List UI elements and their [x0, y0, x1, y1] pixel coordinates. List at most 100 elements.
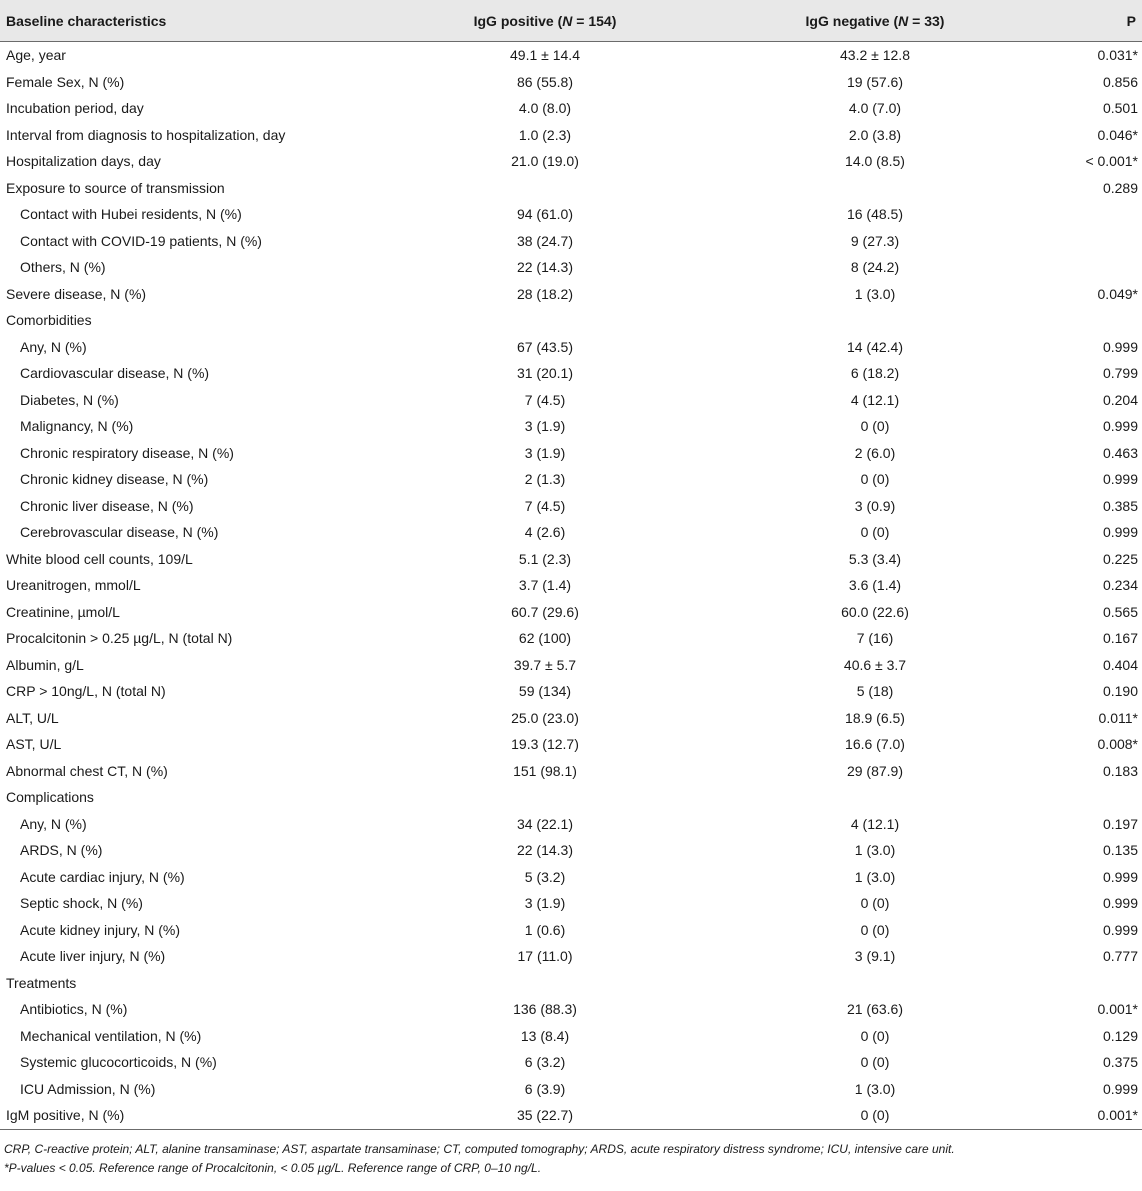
igg-positive-value: 6 (3.9) [524, 1080, 566, 1097]
igg-positive-value: 25.0 (23.0) [511, 709, 579, 726]
igg-negative-value: 60.0 (22.6) [841, 603, 909, 620]
table-footnotes: CRP, C-reactive protein; ALT, alanine tr… [0, 1130, 1142, 1178]
igg-negative-value: 19 (57.6) [846, 73, 904, 90]
table-row: Severe disease, N (%) 28 (18.2) 1 (3.0) 0.0… [0, 281, 1142, 308]
table-row: Diabetes, N (%) 7 (4.5) 4 (12.1) 0.204 [0, 387, 1142, 414]
p-value: 0.001* [1040, 1102, 1142, 1130]
igg-negative-value: 9 (27.3) [850, 232, 900, 249]
header-igg-positive: IgG positive (N = 154) [380, 0, 710, 42]
table-row: Others, N (%) 22 (14.3) 8 (24.2) [0, 254, 1142, 281]
table-row: Complications [0, 784, 1142, 811]
table-row: CRP > 10ng/L, N (total N) 59 (134) 5 (18) 0… [0, 678, 1142, 705]
row-label: Any, N (%) [20, 338, 87, 355]
igg-negative-value: 18.9 (6.5) [845, 709, 905, 726]
p-value [1040, 228, 1142, 255]
igg-positive-value [380, 175, 710, 202]
row-label: Age, year [6, 47, 66, 63]
p-value [1040, 784, 1142, 811]
p-value: 0.999 [1102, 418, 1138, 434]
p-value [1040, 970, 1142, 997]
header-p-value: P [1040, 0, 1142, 42]
table-row: White blood cell counts, 109/L 5.1 (2.3) 5… [0, 546, 1142, 573]
row-label: Complications [6, 789, 94, 805]
p-value: 0.999 [1102, 524, 1138, 540]
table-row: Age, year 49.1 ± 14.4 43.2 ± 12.8 0.031* [0, 42, 1142, 69]
igg-negative-value: 0 (0) [860, 895, 890, 911]
row-label: Contact with COVID-19 patients, N (%) [20, 232, 262, 249]
igg-negative-value: 3.6 (1.4) [848, 577, 902, 593]
igg-negative-value: 1 (3.0) [854, 285, 896, 302]
table-row: AST, U/L 19.3 (12.7) 16.6 (7.0) 0.008* [0, 731, 1142, 758]
igg-negative-value: 43.2 ± 12.8 [840, 47, 910, 63]
igg-positive-value: 2 (1.3) [524, 471, 566, 487]
header-igg-negative-n: N [898, 12, 909, 29]
table-row: Procalcitonin > 0.25 µg/L, N (total N) 62… [0, 625, 1142, 652]
p-value: 0.385 [1102, 497, 1138, 514]
row-label: AST, U/L [6, 736, 62, 752]
table-row: Chronic kidney disease, N (%) 2 (1.3) 0 (0… [0, 466, 1142, 493]
igg-positive-value: 60.7 (29.6) [511, 603, 579, 620]
igg-positive-value: 17 (11.0) [517, 948, 573, 964]
p-value: 0.375 [1102, 1054, 1138, 1070]
p-value: 0.190 [1102, 683, 1138, 699]
table-row: ICU Admission, N (%) 6 (3.9) 1 (3.0) 0.999 [0, 1076, 1142, 1103]
table-row: Septic shock, N (%) 3 (1.9) 0 (0) 0.999 [0, 890, 1142, 917]
igg-positive-value: 21.0 (19.0) [511, 153, 579, 169]
igg-negative-value: 21 (63.6) [846, 1001, 904, 1017]
igg-negative-value: 14 (42.4) [846, 338, 904, 355]
row-label: Malignancy, N (%) [20, 418, 134, 434]
igg-negative-value: 0 (0) [860, 418, 890, 434]
row-label: Acute cardiac injury, N (%) [20, 868, 185, 885]
igg-negative-value: 8 (24.2) [850, 259, 900, 275]
row-label: ICU Admission, N (%) [20, 1080, 156, 1097]
igg-negative-value: 4 (12.1) [850, 391, 900, 408]
igg-negative-value: 3 (0.9) [854, 497, 896, 514]
igg-positive-value: 86 (55.8) [516, 73, 574, 90]
table-row: IgM positive, N (%) 35 (22.7) 0 (0) 0.001* [0, 1102, 1142, 1130]
p-value: 0.204 [1102, 391, 1138, 408]
p-value: 0.777 [1102, 948, 1138, 964]
table-row: Chronic respiratory disease, N (%) 3 (1.9… [0, 440, 1142, 467]
table-row: Albumin, g/L 39.7 ± 5.7 40.6 ± 3.7 0.404 [0, 652, 1142, 679]
p-value: 0.011* [1098, 709, 1138, 726]
igg-negative-value: 5.3 (3.4) [848, 550, 902, 567]
baseline-characteristics-table: Baseline characteristics IgG positive (N… [0, 0, 1142, 1130]
p-value: 0.225 [1102, 550, 1138, 567]
igg-negative-value: 3 (9.1) [854, 948, 896, 964]
table-row: Ureanitrogen, mmol/L 3.7 (1.4) 3.6 (1.4) 0.… [0, 572, 1142, 599]
igg-negative-value: 16 (48.5) [846, 206, 904, 222]
p-value: 0.999 [1102, 338, 1138, 355]
igg-positive-value: 94 (61.0) [516, 206, 574, 222]
table-row: Abnormal chest CT, N (%) 151 (98.1) 29 (87… [0, 758, 1142, 785]
row-label: CRP > 10ng/L, N (total N) [6, 683, 166, 699]
table-row: Hospitalization days, day 21.0 (19.0) 14.0… [0, 148, 1142, 175]
row-label: Abnormal chest CT, N (%) [6, 762, 168, 779]
row-label: Severe disease, N (%) [6, 285, 147, 302]
header-row: Baseline characteristics IgG positive (N… [0, 0, 1142, 42]
igg-positive-value: 28 (18.2) [516, 285, 574, 302]
table-row: Female Sex, N (%) 86 (55.8) 19 (57.6) 0.856 [0, 69, 1142, 96]
p-value: 0.463 [1102, 444, 1138, 461]
p-value: 0.046* [1097, 126, 1138, 143]
igg-positive-value: 6 (3.2) [524, 1054, 566, 1070]
p-value: 0.856 [1102, 73, 1138, 90]
table-header: Baseline characteristics IgG positive (N… [0, 0, 1142, 42]
igg-positive-value: 19.3 (12.7) [511, 736, 579, 752]
header-characteristics: Baseline characteristics [0, 0, 380, 42]
table-row: Treatments [0, 970, 1142, 997]
row-label: Antibiotics, N (%) [20, 1001, 128, 1017]
p-value: 0.135 [1102, 842, 1138, 858]
igg-negative-value: 4.0 (7.0) [848, 100, 902, 116]
header-igg-positive-n: N [562, 12, 573, 29]
header-igg-negative: IgG negative (N = 33) [710, 0, 1040, 42]
row-label: Hospitalization days, day [6, 153, 161, 169]
igg-positive-value [380, 307, 710, 334]
igg-positive-value: 49.1 ± 14.4 [510, 47, 580, 63]
header-igg-positive-prefix: IgG positive ( [473, 12, 563, 29]
row-label: Procalcitonin > 0.25 µg/L, N (total N) [6, 630, 233, 646]
igg-negative-value: 40.6 ± 3.7 [843, 656, 907, 673]
table-row: Cardiovascular disease, N (%) 31 (20.1) 6 … [0, 360, 1142, 387]
p-value: 0.197 [1102, 815, 1138, 832]
row-label: Acute kidney injury, N (%) [20, 921, 181, 938]
